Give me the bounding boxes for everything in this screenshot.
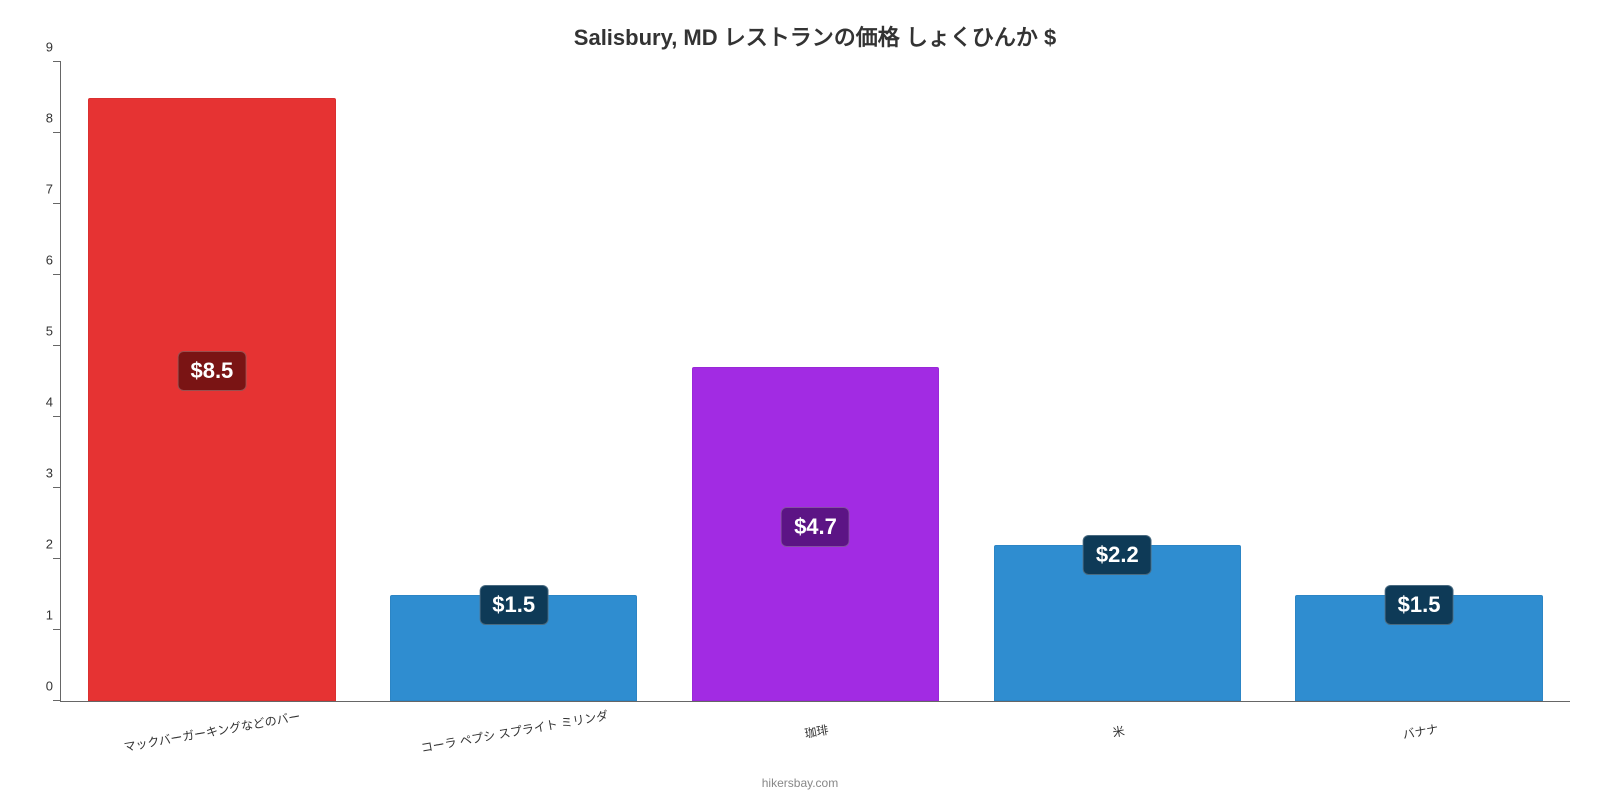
value-badge: $1.5: [1385, 585, 1454, 625]
value-badge: $4.7: [781, 507, 850, 547]
x-label-slot: 米: [966, 715, 1268, 770]
y-axis-label: 1: [21, 608, 53, 623]
bar-slot: $1.5: [1268, 62, 1570, 701]
y-tick: [53, 274, 61, 275]
y-tick: [53, 132, 61, 133]
y-axis-label: 4: [21, 395, 53, 410]
attribution: hikersbay.com: [762, 776, 838, 790]
x-axis-category-label: 珈琲: [803, 721, 830, 742]
x-axis-labels: マックバーガーキングなどのバーコーラ ペプシ スプライト ミリンダ 珈琲 米 バナナ: [60, 715, 1570, 770]
x-label-slot: コーラ ペプシ スプライト ミリンダ: [362, 715, 664, 770]
value-badge: $1.5: [479, 585, 548, 625]
y-axis-label: 8: [21, 111, 53, 126]
bar: $1.5: [390, 595, 637, 702]
y-axis-label: 0: [21, 679, 53, 694]
y-tick: [53, 629, 61, 630]
bar: $2.2: [994, 545, 1241, 701]
bar-chart: Salisbury, MD レストランの価格 しょくひんか $ $8.5 $1.5…: [0, 0, 1600, 800]
y-tick: [53, 416, 61, 417]
y-axis-label: 9: [21, 40, 53, 55]
y-axis-label: 7: [21, 182, 53, 197]
bar-slot: $1.5: [363, 62, 665, 701]
x-label-slot: 珈琲: [664, 715, 966, 770]
x-label-slot: バナナ: [1268, 715, 1570, 770]
bars-row: $8.5 $1.5 $4.7 $2.2 $1.5: [61, 62, 1570, 701]
y-axis-label: 2: [21, 537, 53, 552]
value-badge: $2.2: [1083, 535, 1152, 575]
y-tick: [53, 61, 61, 62]
x-axis-category-label: 米: [1111, 722, 1126, 741]
x-axis-category-label: バナナ: [1401, 720, 1439, 743]
y-tick: [53, 203, 61, 204]
bar: $8.5: [88, 98, 335, 702]
bar-slot: $8.5: [61, 62, 363, 701]
x-label-slot: マックバーガーキングなどのバー: [60, 715, 362, 770]
y-tick: [53, 558, 61, 559]
x-axis-category-label: コーラ ペプシ スプライト ミリンダ: [419, 707, 609, 757]
x-axis-category-label: マックバーガーキングなどのバー: [123, 707, 302, 755]
y-axis-label: 5: [21, 324, 53, 339]
bar: $4.7: [692, 367, 939, 701]
value-badge: $8.5: [177, 351, 246, 391]
plot-area: $8.5$1.5$4.7$2.2$1.5 0123456789: [60, 62, 1570, 702]
y-tick: [53, 487, 61, 488]
y-tick: [53, 345, 61, 346]
y-axis-label: 3: [21, 466, 53, 481]
y-axis-label: 6: [21, 253, 53, 268]
chart-title: Salisbury, MD レストランの価格 しょくひんか $: [60, 20, 1570, 52]
bar: $1.5: [1295, 595, 1542, 702]
bar-slot: $4.7: [665, 62, 967, 701]
bar-slot: $2.2: [966, 62, 1268, 701]
y-tick: [53, 700, 61, 701]
